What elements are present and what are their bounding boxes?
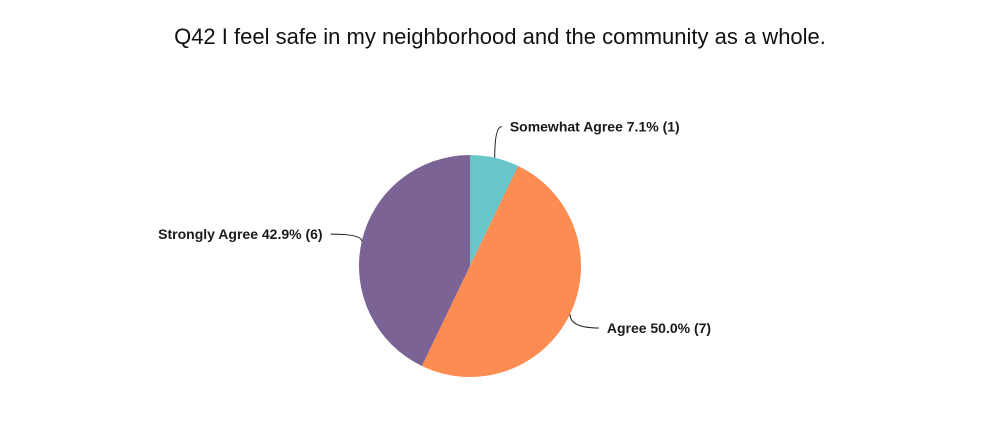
slice-label-somewhat-agree: Somewhat Agree 7.1% (1) [510,118,680,134]
chart-title: Q42 I feel safe in my neighborhood and t… [174,24,826,49]
pie-slice-strongly-agree[interactable] [358,154,470,367]
leader-line-agree [569,314,599,329]
leader-line-strongly-agree [330,233,363,242]
slice-label-agree: Agree 50.0% (7) [607,320,711,336]
pie-slice-somewhat-agree[interactable] [470,155,519,266]
pie-slice-agree[interactable] [421,165,582,378]
slice-label-strongly-agree: Strongly Agree 42.9% (6) [158,226,322,242]
leader-line-somewhat-agree [494,126,502,158]
